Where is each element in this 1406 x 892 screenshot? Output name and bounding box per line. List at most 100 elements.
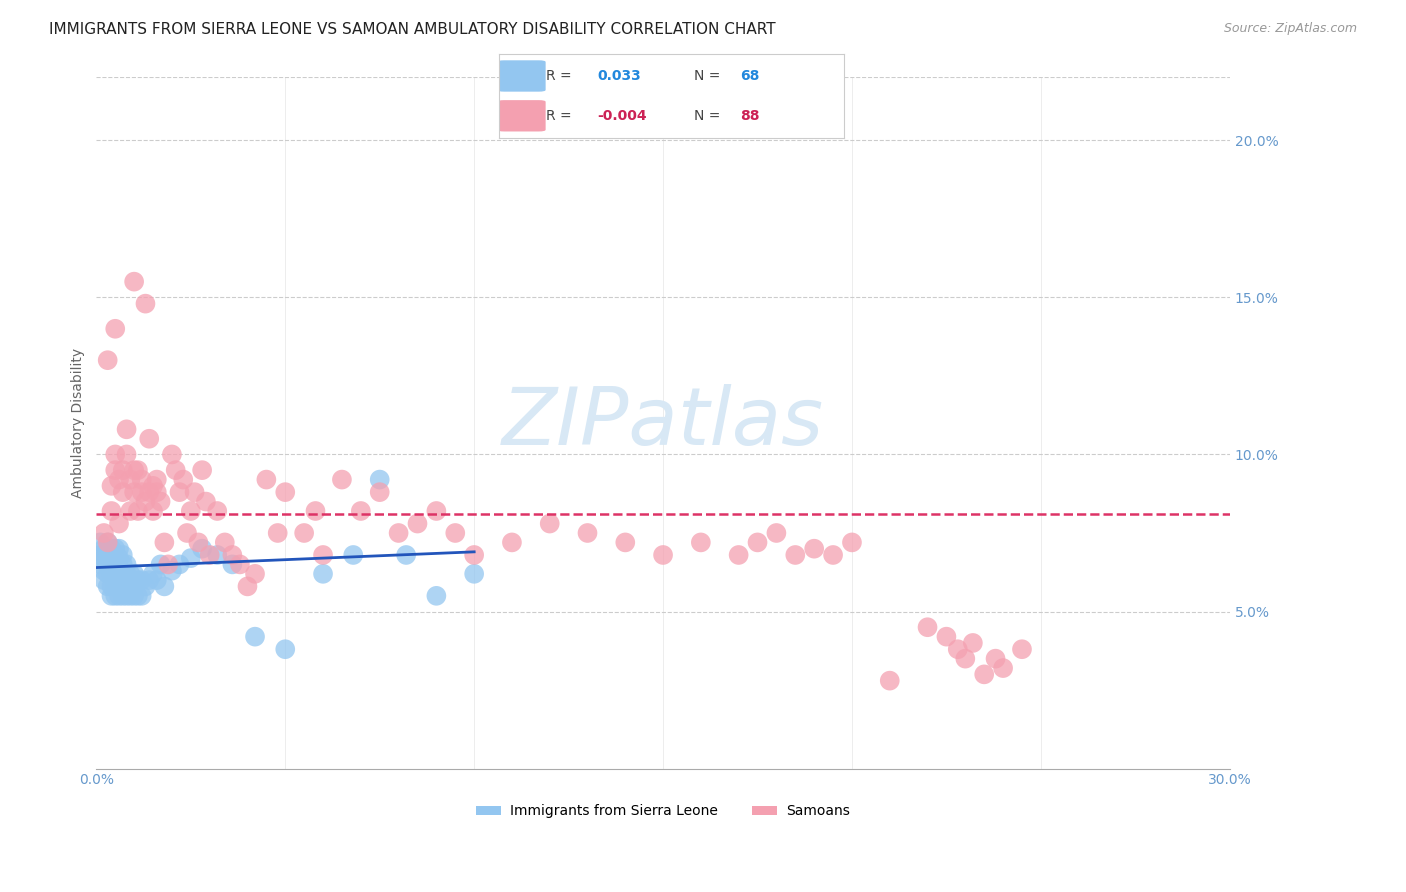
- Point: [138, 573, 160, 587]
- Point: [803, 541, 825, 556]
- Point: [115, 589, 138, 603]
- Point: [149, 494, 172, 508]
- Text: N =: N =: [693, 109, 720, 123]
- Text: 68: 68: [741, 69, 759, 83]
- Point: [100, 541, 122, 556]
- Point: [127, 504, 149, 518]
- Point: [191, 541, 214, 556]
- Point: [108, 551, 131, 566]
- Point: [111, 589, 134, 603]
- Point: [946, 642, 969, 657]
- Point: [127, 573, 149, 587]
- Point: [153, 579, 176, 593]
- Point: [221, 548, 243, 562]
- Point: [917, 620, 939, 634]
- Point: [142, 566, 165, 581]
- Point: [576, 526, 599, 541]
- Point: [984, 651, 1007, 665]
- Text: ZIPatlas: ZIPatlas: [502, 384, 824, 462]
- Point: [134, 494, 156, 508]
- Point: [104, 589, 127, 603]
- Text: 88: 88: [741, 109, 759, 123]
- Point: [100, 579, 122, 593]
- Point: [312, 566, 335, 581]
- Point: [330, 473, 353, 487]
- Point: [444, 526, 467, 541]
- Point: [93, 564, 115, 578]
- Point: [108, 473, 131, 487]
- Point: [236, 579, 259, 593]
- Point: [104, 463, 127, 477]
- Point: [131, 485, 153, 500]
- Point: [180, 551, 202, 566]
- Point: [160, 564, 183, 578]
- Point: [104, 579, 127, 593]
- Point: [111, 566, 134, 581]
- Point: [93, 541, 115, 556]
- Point: [962, 636, 984, 650]
- Y-axis label: Ambulatory Disability: Ambulatory Disability: [72, 348, 86, 498]
- FancyBboxPatch shape: [498, 100, 546, 131]
- Point: [108, 541, 131, 556]
- Point: [176, 526, 198, 541]
- Point: [165, 463, 187, 477]
- Point: [146, 573, 169, 587]
- Point: [108, 589, 131, 603]
- Point: [169, 558, 191, 572]
- Point: [131, 589, 153, 603]
- Point: [501, 535, 523, 549]
- Point: [463, 566, 485, 581]
- Point: [134, 579, 156, 593]
- Point: [100, 504, 122, 518]
- Point: [122, 566, 145, 581]
- Point: [122, 579, 145, 593]
- Point: [841, 535, 863, 549]
- Text: R =: R =: [546, 109, 571, 123]
- Point: [142, 504, 165, 518]
- Point: [100, 566, 122, 581]
- Point: [172, 473, 194, 487]
- Point: [111, 579, 134, 593]
- Point: [955, 651, 977, 665]
- Text: -0.004: -0.004: [598, 109, 647, 123]
- Point: [120, 504, 142, 518]
- Point: [765, 526, 787, 541]
- Point: [111, 463, 134, 477]
- Point: [243, 630, 266, 644]
- Point: [120, 579, 142, 593]
- Point: [879, 673, 901, 688]
- Point: [108, 560, 131, 574]
- Point: [100, 479, 122, 493]
- Point: [274, 642, 297, 657]
- Point: [614, 535, 637, 549]
- Point: [115, 558, 138, 572]
- Text: R =: R =: [546, 69, 571, 83]
- Point: [187, 535, 209, 549]
- Text: 0.033: 0.033: [598, 69, 641, 83]
- Point: [138, 432, 160, 446]
- Point: [183, 485, 205, 500]
- Point: [108, 570, 131, 584]
- Point: [97, 545, 120, 559]
- Point: [89, 558, 111, 572]
- Point: [146, 485, 169, 500]
- Point: [131, 473, 153, 487]
- Point: [108, 516, 131, 531]
- Point: [180, 504, 202, 518]
- Point: [97, 566, 120, 581]
- Point: [122, 485, 145, 500]
- Point: [312, 548, 335, 562]
- Point: [120, 566, 142, 581]
- Point: [93, 573, 115, 587]
- Point: [89, 548, 111, 562]
- Point: [97, 579, 120, 593]
- FancyBboxPatch shape: [498, 61, 546, 92]
- Text: IMMIGRANTS FROM SIERRA LEONE VS SAMOAN AMBULATORY DISABILITY CORRELATION CHART: IMMIGRANTS FROM SIERRA LEONE VS SAMOAN A…: [49, 22, 776, 37]
- Point: [368, 485, 391, 500]
- Point: [169, 485, 191, 500]
- Point: [93, 551, 115, 566]
- Point: [115, 447, 138, 461]
- Point: [207, 504, 229, 518]
- Point: [153, 535, 176, 549]
- Point: [304, 504, 326, 518]
